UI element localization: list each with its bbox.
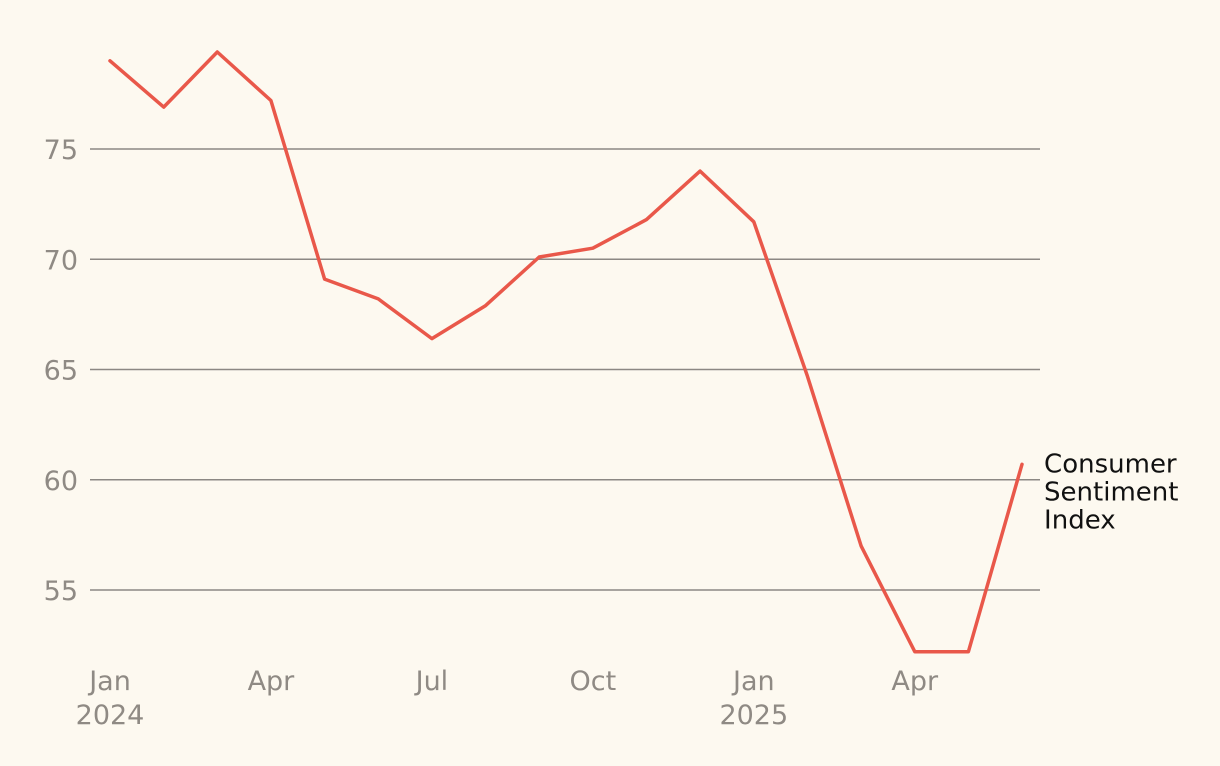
series-lines <box>108 50 1024 654</box>
series-label: Sentiment <box>1044 477 1178 507</box>
x-tick-label: Oct <box>570 666 617 697</box>
x-tick-label: Apr <box>248 666 296 697</box>
x-tick-label: Jan <box>731 666 775 697</box>
y-axis-tick-labels: 55 60 65 70 75 <box>44 135 78 607</box>
y-tick-label: 65 <box>44 356 78 387</box>
x-tick-label: Jan <box>87 666 131 697</box>
y-tick-label: 70 <box>44 245 78 276</box>
x-tick-label: 2024 <box>76 700 145 731</box>
gridlines <box>90 148 1040 591</box>
series-label: Consumer <box>1044 449 1177 479</box>
series-line <box>108 50 1024 654</box>
y-tick-label: 75 <box>44 135 78 166</box>
y-tick-label: 55 <box>44 576 78 607</box>
x-tick-label: Jul <box>414 666 449 697</box>
y-tick-label: 60 <box>44 466 78 497</box>
x-tick-label: 2025 <box>719 700 788 731</box>
x-tick-label: Apr <box>891 666 939 697</box>
series-label: Index <box>1044 505 1116 535</box>
